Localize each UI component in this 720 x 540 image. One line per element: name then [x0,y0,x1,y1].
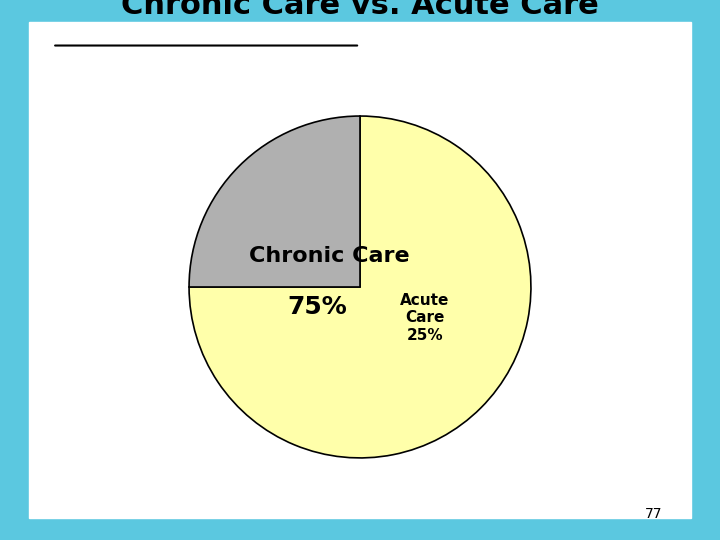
Text: 75%: 75% [287,295,347,320]
Text: Acute
Care
25%: Acute Care 25% [400,293,450,343]
Text: 77: 77 [645,507,662,521]
Title: Chronic Care vs. Acute Care: Chronic Care vs. Acute Care [121,0,599,20]
Wedge shape [189,116,531,458]
Text: Chronic Care: Chronic Care [249,246,410,266]
Wedge shape [189,116,360,287]
